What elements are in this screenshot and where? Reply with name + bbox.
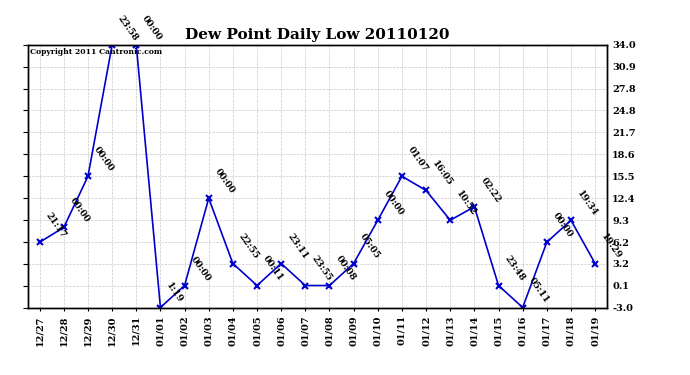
Text: 05:05: 05:05 — [358, 232, 382, 261]
Text: 22:55: 22:55 — [237, 232, 261, 261]
Text: 23:48: 23:48 — [503, 254, 526, 283]
Text: 10:52: 10:52 — [455, 189, 478, 217]
Title: Dew Point Daily Low 20110120: Dew Point Daily Low 20110120 — [185, 28, 450, 42]
Text: 23:58: 23:58 — [117, 13, 140, 42]
Text: 00:00: 00:00 — [68, 196, 91, 225]
Text: 00:11: 00:11 — [262, 254, 285, 283]
Text: 00:00: 00:00 — [213, 167, 236, 195]
Text: 00:08: 00:08 — [334, 254, 357, 283]
Text: 02:22: 02:22 — [479, 176, 502, 204]
Text: 16:05: 16:05 — [431, 159, 454, 188]
Text: 19:34: 19:34 — [575, 189, 599, 218]
Text: 00:00: 00:00 — [551, 211, 574, 240]
Text: 01:07: 01:07 — [406, 145, 430, 174]
Text: 05:11: 05:11 — [527, 276, 551, 305]
Text: 23:55: 23:55 — [310, 254, 333, 283]
Text: 00:00: 00:00 — [189, 255, 212, 283]
Text: 00:00: 00:00 — [92, 146, 115, 174]
Text: 23:11: 23:11 — [286, 232, 309, 261]
Text: 00:00: 00:00 — [382, 189, 405, 217]
Text: 21:17: 21:17 — [44, 211, 68, 240]
Text: Copyright 2011 Cantronic.com: Copyright 2011 Cantronic.com — [30, 48, 163, 56]
Text: 19:29: 19:29 — [600, 232, 623, 261]
Text: 00:00: 00:00 — [141, 14, 164, 42]
Text: 1:19: 1:19 — [165, 281, 185, 305]
